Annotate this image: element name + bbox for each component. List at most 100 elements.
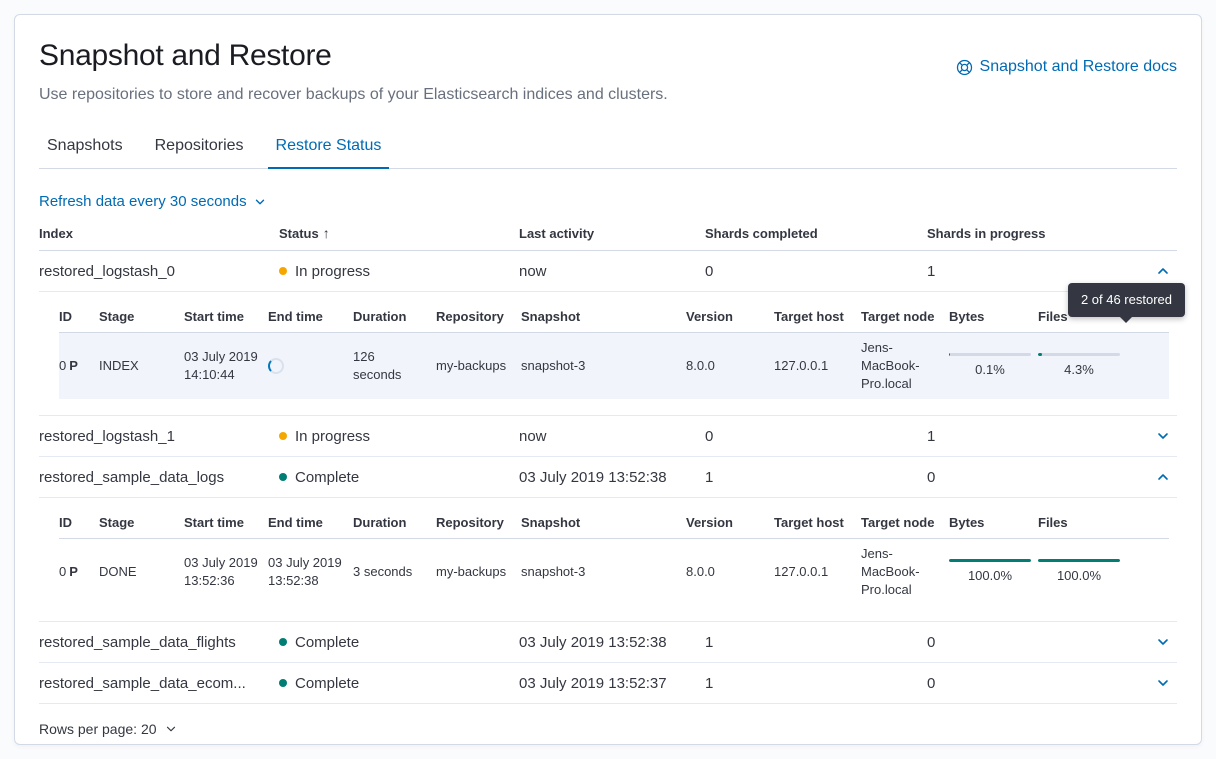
files-progress: 100.0% (1038, 559, 1169, 585)
shards-completed: 1 (705, 674, 714, 692)
table-row: restored_logstash_0 In progress now 0 1 (39, 251, 1177, 292)
expand-row-button[interactable] (1149, 628, 1177, 656)
shards-in-progress: 1 (927, 262, 936, 280)
primary-shard-badge: P (69, 564, 78, 579)
detail-column-files: Files (1038, 515, 1068, 530)
status-cell: Complete (279, 634, 519, 651)
rows-per-page-label: Rows per page: 20 (39, 721, 157, 737)
refresh-interval-label: Refresh data every 30 seconds (39, 193, 247, 210)
detail-column-end-time: End time (268, 515, 323, 530)
sort-ascending-icon: ↑ (322, 225, 330, 241)
table-row: restored_logstash_1 In progress now 0 1 (39, 416, 1177, 457)
expand-row-button[interactable] (1149, 422, 1177, 450)
detail-header-row: ID Stage Start time End time Duration Re… (59, 301, 1169, 333)
files-percent: 100.0% (1056, 568, 1102, 583)
snapshot-restore-panel: Snapshot and Restore Use repositories to… (14, 14, 1202, 745)
shards-completed: 0 (705, 262, 714, 280)
page-header: Snapshot and Restore Use repositories to… (39, 37, 1177, 107)
shard-snapshot: snapshot-3 (521, 564, 586, 579)
detail-column-stage: Stage (99, 309, 135, 324)
shards-in-progress: 0 (927, 633, 936, 651)
shards-completed: 1 (705, 468, 714, 486)
shard-target-node: Jens-MacBook-Pro.local (861, 546, 920, 597)
bytes-progress-fill (949, 353, 950, 356)
files-progress-fill (1038, 353, 1042, 356)
column-header-shards-completed: Shards completed (705, 225, 818, 241)
detail-column-id: ID (59, 515, 72, 530)
shards-in-progress: 0 (927, 468, 936, 486)
tab-bar: Snapshots Repositories Restore Status (39, 129, 1177, 169)
bytes-percent: 100.0% (967, 568, 1013, 583)
index-name: restored_logstash_0 (39, 262, 175, 280)
rows-per-page-control[interactable]: Rows per page: 20 (39, 721, 178, 737)
expand-row-button[interactable] (1149, 669, 1177, 697)
shard-target-host: 127.0.0.1 (774, 358, 829, 373)
shard-duration: 3 seconds (353, 564, 413, 579)
refresh-interval-control[interactable]: Refresh data every 30 seconds (39, 193, 267, 210)
restore-progress-tooltip: 2 of 46 restored (1067, 283, 1185, 317)
tab-restore-status[interactable]: Restore Status (267, 129, 390, 169)
primary-shard-badge: P (69, 358, 78, 373)
last-activity: now (519, 427, 547, 445)
shard-stage: DONE (99, 564, 137, 579)
collapse-row-button[interactable] (1149, 257, 1177, 285)
detail-column-start-time: Start time (184, 309, 244, 324)
shard-stage: INDEX (99, 358, 139, 373)
status-label: Complete (295, 633, 360, 651)
detail-column-stage: Stage (99, 515, 135, 530)
help-icon (956, 59, 973, 76)
column-header-status[interactable]: Status ↑ (279, 225, 519, 241)
table-row: restored_sample_data_logs Complete 03 Ju… (39, 457, 1177, 498)
restore-status-table: Index Status ↑ Last activity Shards compl… (39, 225, 1185, 704)
chevron-down-icon (164, 722, 178, 736)
shard-detail-section: ID Stage Start time End time Duration Re… (39, 498, 1177, 622)
detail-column-snapshot: Snapshot (521, 515, 581, 530)
status-dot-in-progress (279, 267, 287, 275)
bytes-progress: 0.1% (949, 353, 1038, 379)
bytes-progress: 100.0% (949, 559, 1038, 585)
status-cell: Complete (279, 675, 519, 692)
table-row: restored_sample_data_flights Complete 03… (39, 622, 1177, 663)
shard-end-time: 03 July 2019 13:52:38 (268, 555, 342, 588)
tab-snapshots[interactable]: Snapshots (47, 137, 123, 154)
page-header-text: Snapshot and Restore Use repositories to… (39, 37, 668, 107)
detail-column-snapshot: Snapshot (521, 309, 581, 324)
index-name: restored_sample_data_logs (39, 468, 225, 486)
docs-link[interactable]: Snapshot and Restore docs (956, 55, 1177, 79)
detail-column-target-node: Target node (861, 309, 935, 324)
detail-column-bytes: Bytes (949, 515, 985, 530)
files-progress[interactable]: 4.3% (1038, 353, 1169, 379)
status-dot-complete (279, 638, 287, 646)
shard-repository: my-backups (436, 564, 507, 579)
column-header-status-label: Status (279, 226, 319, 241)
shards-in-progress: 1 (927, 427, 936, 445)
files-progress-fill (1038, 559, 1120, 562)
detail-column-end-time: End time (268, 309, 323, 324)
detail-header-row: ID Stage Start time End time Duration Re… (59, 507, 1169, 539)
bytes-percent: 0.1% (975, 362, 1005, 377)
tab-repositories[interactable]: Repositories (154, 137, 244, 154)
shards-completed: 0 (705, 427, 714, 445)
detail-column-repository: Repository (436, 515, 504, 530)
collapse-row-button[interactable] (1149, 463, 1177, 491)
detail-column-target-host: Target host (774, 309, 844, 324)
status-label: Complete (295, 468, 360, 486)
status-dot-complete (279, 679, 287, 687)
detail-column-duration: Duration (353, 309, 407, 324)
chevron-down-icon (253, 195, 267, 209)
shards-completed: 1 (705, 633, 714, 651)
detail-column-target-host: Target host (774, 515, 844, 530)
status-cell: In progress (279, 428, 519, 445)
shard-snapshot: snapshot-3 (521, 358, 586, 373)
detail-column-repository: Repository (436, 309, 504, 324)
table-header-row: Index Status ↑ Last activity Shards compl… (39, 225, 1177, 251)
detail-column-start-time: Start time (184, 515, 244, 530)
page-title: Snapshot and Restore (39, 39, 332, 72)
index-name: restored_logstash_1 (39, 427, 175, 445)
index-name: restored_sample_data_flights (39, 633, 236, 651)
shard-detail-section: 2 of 46 restored ID Stage Start time End… (39, 283, 1185, 416)
shard-start-time: 03 July 2019 14:10:44 (184, 349, 258, 382)
column-header-index: Index (39, 225, 73, 241)
